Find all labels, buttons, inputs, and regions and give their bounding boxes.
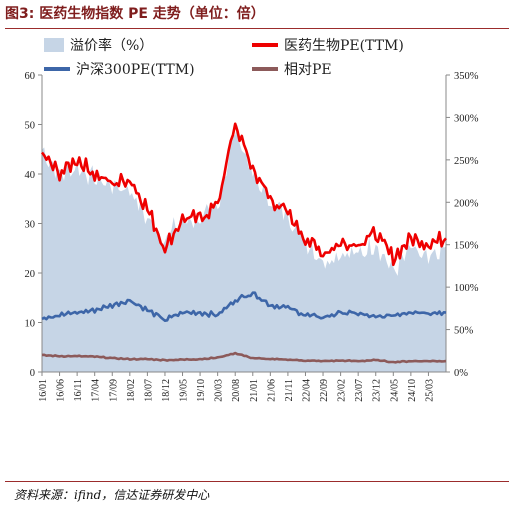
x-tick-label: 20/03 bbox=[214, 379, 225, 402]
x-tick-label: 17/04 bbox=[91, 379, 102, 402]
legend-label-3: 相对PE bbox=[284, 62, 332, 78]
x-tick-label: 23/12 bbox=[372, 379, 383, 402]
x-tick-label: 24/05 bbox=[389, 379, 400, 402]
legend-label-1: 医药生物PE(TTM) bbox=[284, 38, 404, 54]
series-line-2 bbox=[41, 351, 447, 364]
source-note: 资料来源：ifind，信达证券研发中心 bbox=[14, 488, 210, 502]
x-tick-label: 19/05 bbox=[179, 379, 190, 402]
chart-title: 图3: 医药生物指数 PE 走势（单位：倍） bbox=[5, 6, 265, 22]
x-tick-label: 22/09 bbox=[319, 379, 330, 402]
x-tick-label: 22/04 bbox=[301, 379, 312, 402]
x-tick-label: 17/09 bbox=[108, 379, 119, 402]
right-tick-label: 300% bbox=[454, 113, 479, 124]
pe-trend-chart: 0 10 20 30 40 50 60 0% 50% 100% 150% 200% 250% 300% 35… bbox=[25, 37, 479, 402]
x-tick-label: 24/10 bbox=[407, 379, 418, 402]
premium-area bbox=[42, 124, 446, 373]
x-tick-label: 18/12 bbox=[161, 379, 172, 402]
x-tick-label: 21/01 bbox=[249, 379, 260, 402]
x-tick-label: 16/06 bbox=[56, 379, 67, 402]
x-tick-label: 16/01 bbox=[38, 379, 49, 402]
x-tick-label: 18/07 bbox=[143, 379, 154, 402]
legend-label-0: 溢价率（%） bbox=[70, 37, 153, 54]
series-line-1 bbox=[41, 291, 447, 322]
right-tick-label: 100% bbox=[454, 283, 479, 294]
legend-label-2: 沪深300PE(TTM) bbox=[76, 62, 195, 78]
x-tick-label: 19/10 bbox=[196, 379, 207, 402]
footer-divider bbox=[5, 481, 509, 482]
x-tick-label: 18/02 bbox=[126, 379, 137, 402]
right-tick-label: 50% bbox=[454, 326, 474, 337]
x-tick-label: 21/06 bbox=[266, 379, 277, 402]
right-tick-label: 150% bbox=[454, 241, 479, 252]
left-tick-label: 50 bbox=[25, 121, 36, 132]
left-tick-label: 20 bbox=[25, 269, 36, 280]
x-tick-label: 23/07 bbox=[354, 379, 365, 402]
right-tick-label: 350% bbox=[454, 71, 479, 82]
x-tick-label: 23/02 bbox=[337, 379, 348, 402]
left-tick-label: 40 bbox=[25, 170, 36, 181]
x-tick-label: 20/08 bbox=[231, 379, 242, 402]
x-tick-label: 16/11 bbox=[73, 379, 84, 401]
series-line-0 bbox=[40, 122, 447, 267]
left-tick-label: 60 bbox=[25, 71, 36, 82]
right-tick-label: 250% bbox=[454, 156, 479, 167]
right-tick-label: 0% bbox=[454, 368, 468, 379]
x-tick-label: 21/11 bbox=[284, 379, 295, 401]
right-tick-label: 200% bbox=[454, 198, 479, 209]
title-divider bbox=[5, 28, 509, 29]
x-tick-label: 25/03 bbox=[424, 379, 435, 402]
left-tick-label: 10 bbox=[25, 319, 36, 330]
left-tick-label: 0 bbox=[30, 368, 35, 379]
legend-swatch-0 bbox=[44, 38, 64, 52]
left-tick-label: 30 bbox=[25, 220, 36, 231]
